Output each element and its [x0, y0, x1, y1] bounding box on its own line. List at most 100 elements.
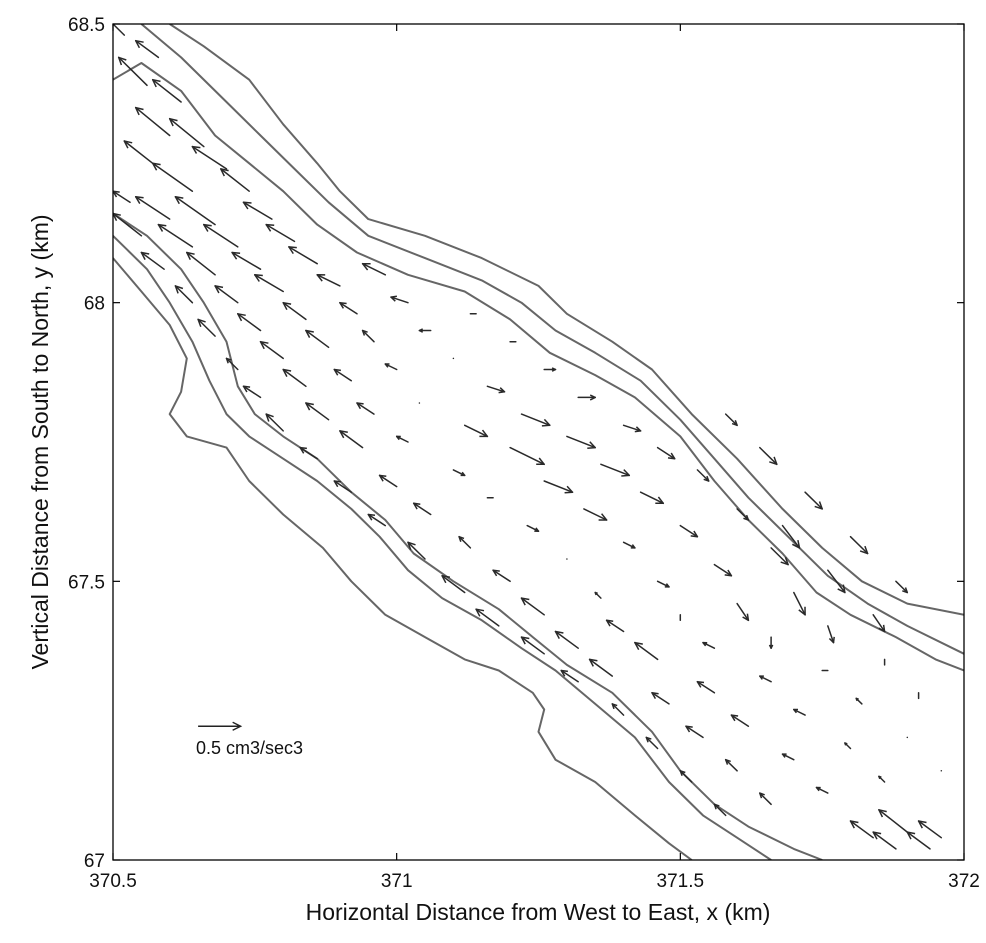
vector-arrow: [452, 469, 466, 477]
vector-arrow: [214, 285, 239, 304]
vector-arrow: [639, 491, 665, 505]
vector-arrow: [554, 630, 579, 649]
vector-arrow: [333, 480, 353, 493]
vector-arrow: [486, 385, 506, 394]
vector-arrow: [583, 508, 608, 521]
vector-arrow: [770, 547, 789, 566]
x-tick-label: 372: [948, 871, 980, 892]
vector-arrow: [242, 385, 262, 399]
vector-arrow: [242, 201, 273, 220]
vector-arrow: [844, 742, 852, 750]
vector-arrow: [736, 602, 750, 622]
vector-arrow: [186, 251, 216, 276]
vector-arrow: [475, 608, 500, 627]
vector-arrow: [520, 636, 545, 655]
vector-arrow: [878, 809, 909, 833]
vector-arrow: [520, 597, 545, 616]
vector-arrow: [730, 714, 750, 727]
vector-arrow: [339, 430, 364, 449]
vector-arrow: [225, 357, 239, 371]
vector-arrow: [566, 435, 596, 449]
vector-arrow: [815, 786, 829, 794]
vector-arrow: [458, 535, 472, 549]
contour-layer: [113, 24, 964, 860]
vector-arrow: [878, 775, 886, 783]
scale-arrow-key: 0.5 cm3/sec3: [196, 721, 303, 758]
vector-arrow: [390, 295, 409, 304]
vector-arrow: [265, 223, 296, 243]
x-axis-label: Horizontal Distance from West to East, x…: [306, 899, 771, 925]
vector-arrow: [793, 591, 806, 616]
vector-arrow: [560, 669, 579, 683]
vector-arrow: [282, 301, 307, 321]
y-axis-label: Vertical Distance from South to North, y…: [27, 214, 53, 669]
vector-arrow: [157, 223, 194, 248]
vector-arrow: [367, 513, 387, 527]
vector-arrow: [231, 251, 262, 270]
vector-arrow: [384, 363, 398, 371]
vector-arrow: [333, 368, 353, 382]
vector-arrow: [151, 162, 194, 192]
vector-arrow: [685, 725, 704, 739]
contour-line: [113, 235, 772, 860]
vector-arrow: [594, 591, 602, 599]
vector-arrow: [849, 820, 874, 839]
vector-arrow: [679, 770, 693, 783]
vector-arrow: [724, 758, 738, 772]
y-tick-label: 67.5: [68, 572, 105, 593]
vector-arrow: [191, 145, 228, 170]
vector-arrow: [781, 753, 795, 761]
y-tick-label: 68: [84, 294, 105, 315]
vector-arrow: [339, 301, 358, 315]
vector-arrow: [679, 524, 699, 538]
y-tick-label: 67: [84, 851, 105, 872]
vector-arrow: [793, 708, 806, 716]
vector-arrow: [463, 424, 489, 438]
vector-arrow: [872, 831, 897, 850]
vector-arrow: [696, 680, 716, 694]
vector-layer: [113, 24, 943, 850]
vector-arrow: [577, 394, 596, 401]
vector-arrow: [622, 541, 636, 549]
vector-arrow: [509, 446, 545, 466]
vector-arrow: [134, 196, 171, 220]
contour-line: [140, 24, 964, 655]
vector-arrow: [768, 636, 774, 649]
vector-arrow: [151, 78, 182, 103]
tick-layer: 370.5 371 371.5 372 67 67.5 68 68.5: [68, 15, 980, 892]
vector-arrow: [895, 580, 909, 594]
vector-arrow: [759, 792, 772, 806]
x-tick-label: 370.5: [89, 871, 137, 892]
vector-arrow: [713, 563, 733, 577]
vector-arrow: [407, 541, 426, 560]
vector-arrow: [418, 328, 432, 333]
vector-arrow: [356, 402, 375, 415]
vector-arrow: [134, 39, 160, 59]
vector-arrow: [395, 435, 409, 443]
vector-arrow: [645, 736, 659, 750]
vector-arrow: [781, 524, 801, 549]
vector-arrow: [713, 803, 727, 817]
vector-arrow: [827, 569, 846, 594]
vector-arrow: [804, 491, 823, 510]
contour-line: [113, 212, 823, 860]
vector-arrow: [827, 625, 835, 644]
vector-arrow: [759, 446, 778, 466]
vector-arrow: [174, 285, 194, 304]
vector-arrow: [237, 313, 262, 332]
vector-arrow: [113, 190, 131, 204]
vector-arrow: [651, 692, 670, 705]
scale-label: 0.5 cm3/sec3: [196, 738, 303, 758]
vector-arrow: [305, 402, 330, 421]
vector-arrow: [696, 469, 710, 482]
vector-arrow: [520, 413, 551, 427]
vector-arrow: [441, 575, 466, 594]
vector-arrow: [611, 703, 625, 716]
vector-arrow: [543, 480, 574, 494]
scale-arrow-head: [232, 721, 243, 731]
vector-arrow: [361, 262, 387, 276]
vector-arrow: [656, 580, 670, 588]
vector-arrow: [759, 675, 772, 683]
vector-arrow: [605, 619, 625, 633]
